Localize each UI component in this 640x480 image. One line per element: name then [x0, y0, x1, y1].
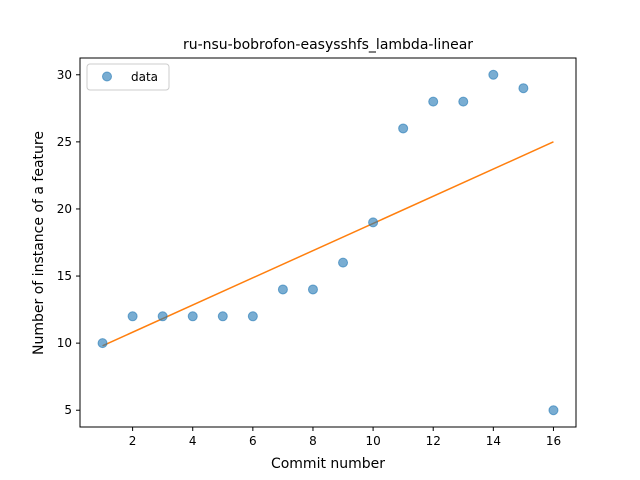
data-point — [277, 284, 288, 295]
x-tick-label: 2 — [129, 434, 137, 448]
x-tick-label: 8 — [309, 434, 317, 448]
y-tick-label: 5 — [64, 403, 72, 417]
data-point — [338, 257, 349, 268]
legend-frame — [86, 63, 170, 91]
chart-title: ru-nsu-bobrofon-easysshfs_lambda-linear — [183, 37, 473, 53]
data-point — [368, 217, 379, 228]
legend-label-data: data — [131, 70, 158, 84]
data-point — [247, 311, 258, 322]
plot-area — [97, 69, 559, 416]
y-tick-label: 15 — [57, 269, 72, 283]
data-point — [458, 96, 469, 107]
legend-marker — [102, 71, 112, 82]
data-point — [428, 96, 439, 107]
x-tick-label: 14 — [486, 434, 501, 448]
axes-frame — [79, 57, 577, 428]
x-tick-label: 4 — [189, 434, 197, 448]
x-tick-label: 6 — [249, 434, 257, 448]
data-point — [398, 123, 409, 134]
y-axis-label: Number of instance of a feature — [31, 131, 47, 355]
y-tick-label: 25 — [57, 135, 72, 149]
data-point — [217, 311, 228, 322]
fit-line — [102, 141, 554, 347]
x-tick-label: 12 — [426, 434, 441, 448]
y-tick-label: 20 — [57, 202, 72, 216]
data-point — [127, 311, 138, 322]
y-tick-label: 10 — [57, 336, 72, 350]
x-axis-label: Commit number — [271, 456, 385, 472]
x-tick-label: 10 — [365, 434, 380, 448]
x-tick-label: 16 — [546, 434, 561, 448]
data-point — [488, 69, 499, 80]
legend: data — [86, 63, 170, 91]
y-tick-label: 30 — [57, 68, 72, 82]
data-point — [518, 83, 529, 94]
data-point — [97, 338, 108, 349]
data-point — [307, 284, 318, 295]
data-point — [157, 311, 168, 322]
axis-ticks: 2 4 6 8 10 12 14 16 5 10 15 20 25 30 — [57, 68, 561, 448]
data-point — [548, 405, 559, 416]
data-point — [187, 311, 198, 322]
